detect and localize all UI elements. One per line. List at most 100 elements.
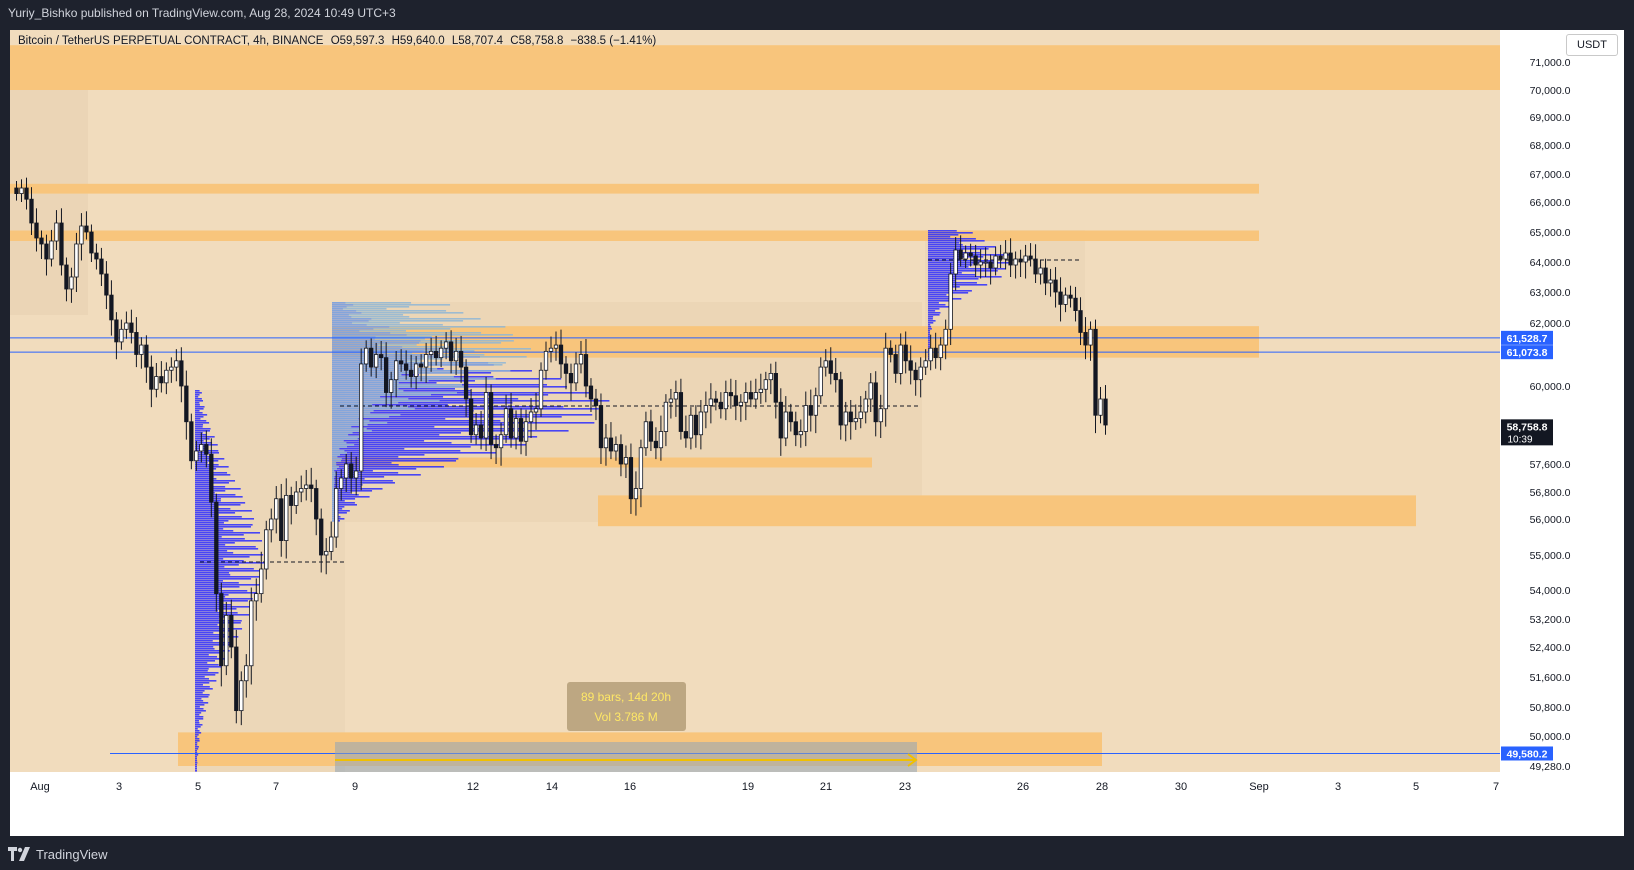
candle-down — [463, 366, 469, 400]
volume-profile-bar — [332, 320, 464, 322]
volume-profile-bar — [928, 270, 998, 272]
volume-profile-bar — [332, 342, 502, 344]
volume-profile-bar — [928, 302, 939, 304]
x-tick-label: 7 — [273, 781, 279, 793]
ohlc-change: −838.5 (−1.41%) — [570, 35, 657, 47]
footer: TradingView — [8, 844, 108, 864]
volume-profile-bar — [332, 502, 355, 504]
volume-profile-bar — [332, 420, 501, 422]
measure-arrow-head — [907, 753, 918, 767]
x-tick-label: 3 — [1335, 781, 1341, 793]
candle-down — [1103, 398, 1108, 426]
candle-down — [418, 363, 424, 368]
volume-profile-bar — [332, 430, 569, 432]
candle-up — [633, 488, 639, 500]
volume-profile-bar — [332, 404, 448, 406]
volume-profile-bar — [195, 428, 211, 430]
price-zone — [10, 230, 1259, 241]
volume-profile-bar — [195, 696, 209, 698]
volume-profile-bar — [928, 272, 962, 274]
volume-profile-bar — [332, 454, 341, 456]
chart-area[interactable]: 89 bars, 14d 20h Vol 3.786 M 71,000.0 70,00… — [10, 30, 1624, 836]
volume-profile-bar — [332, 412, 371, 414]
volume-profile-bar — [332, 402, 399, 404]
price-zone — [10, 45, 1500, 90]
candle-up — [1003, 252, 1008, 260]
volume-profile-bar — [332, 490, 373, 492]
candle-up — [294, 491, 299, 506]
volume-profile-bar — [928, 298, 962, 300]
volume-profile-bar — [195, 664, 219, 666]
volume-profile-bar — [195, 566, 225, 568]
candle-up — [264, 529, 269, 570]
price-tag-countdown: 10:39 — [1507, 434, 1532, 445]
volume-profile-bar — [195, 682, 210, 684]
price-chart[interactable]: 89 bars, 14d 20h Vol 3.786 M 71,000.0 70,00… — [10, 30, 1624, 836]
candle-down — [204, 444, 209, 455]
volume-profile-bar — [332, 488, 334, 490]
volume-profile-bar — [332, 466, 339, 468]
symbol-name: Bitcoin / TetherUS PERPETUAL CONTRACT, 4… — [18, 35, 324, 47]
candle-up — [753, 392, 758, 400]
candle-up — [254, 593, 259, 602]
volume-profile-bar — [928, 266, 969, 268]
volume-profile-bar — [332, 434, 440, 436]
candle-up — [79, 225, 84, 245]
candle-up — [224, 614, 229, 667]
volume-profile-bar — [332, 468, 417, 470]
volume-profile-bar — [332, 512, 347, 514]
candle-up — [324, 551, 329, 556]
volume-profile-bar — [195, 738, 200, 740]
candle-down — [349, 463, 354, 479]
volume-profile-bar — [195, 506, 219, 508]
volume-profile-bar — [195, 746, 199, 748]
candle-up — [993, 255, 998, 269]
currency-button[interactable]: USDT — [1566, 34, 1618, 56]
candle-up — [533, 408, 539, 413]
volume-profile-bar — [332, 302, 412, 304]
volume-profile-bar — [332, 514, 334, 516]
y-tick-label: 50,000.0 — [1530, 731, 1571, 743]
volume-profile-bar — [332, 340, 514, 342]
candle-up — [259, 568, 264, 595]
candle-up — [768, 372, 773, 381]
volume-profile-bar — [195, 638, 221, 640]
candle-down — [478, 424, 484, 439]
volume-profile-bar — [928, 330, 931, 332]
candle-up — [798, 431, 803, 436]
candle-up — [868, 382, 873, 400]
volume-profile-bar — [332, 510, 350, 512]
volume-profile-bar — [195, 626, 223, 628]
y-tick-label: 60,000.0 — [1530, 381, 1571, 393]
volume-profile-bar — [928, 262, 1010, 264]
volume-profile-bar — [195, 732, 202, 734]
volume-profile-bar — [332, 508, 334, 510]
brand-name: TradingView — [36, 846, 108, 862]
volume-profile-bar — [195, 688, 213, 690]
volume-profile-bar — [332, 494, 334, 496]
volume-profile-bar — [195, 712, 202, 714]
candle-down — [94, 252, 99, 260]
volume-profile-bar — [332, 416, 562, 418]
volume-profile-bar — [928, 238, 976, 240]
volume-profile-bar — [332, 410, 474, 412]
volume-profile-bar — [332, 428, 527, 430]
volume-profile-bar — [332, 350, 475, 352]
volume-profile-bar — [332, 410, 374, 412]
volume-profile-bar — [195, 430, 210, 432]
volume-profile-bar — [332, 504, 357, 506]
volume-profile-bar — [195, 666, 222, 668]
volume-profile-bar — [195, 624, 218, 626]
candle-down — [34, 222, 39, 239]
volume-profile-bar — [928, 316, 934, 318]
candle-down — [598, 405, 604, 449]
ohlc-high: H59,640.0 — [391, 35, 445, 47]
candle-up — [119, 328, 124, 343]
volume-profile-bar — [332, 454, 425, 456]
volume-profile-bar — [332, 408, 415, 410]
candle-down — [933, 347, 938, 359]
candle-up — [803, 405, 808, 432]
volume-profile-bar — [928, 320, 936, 322]
volume-profile-bar — [332, 458, 459, 460]
volume-profile-bar — [332, 390, 404, 392]
